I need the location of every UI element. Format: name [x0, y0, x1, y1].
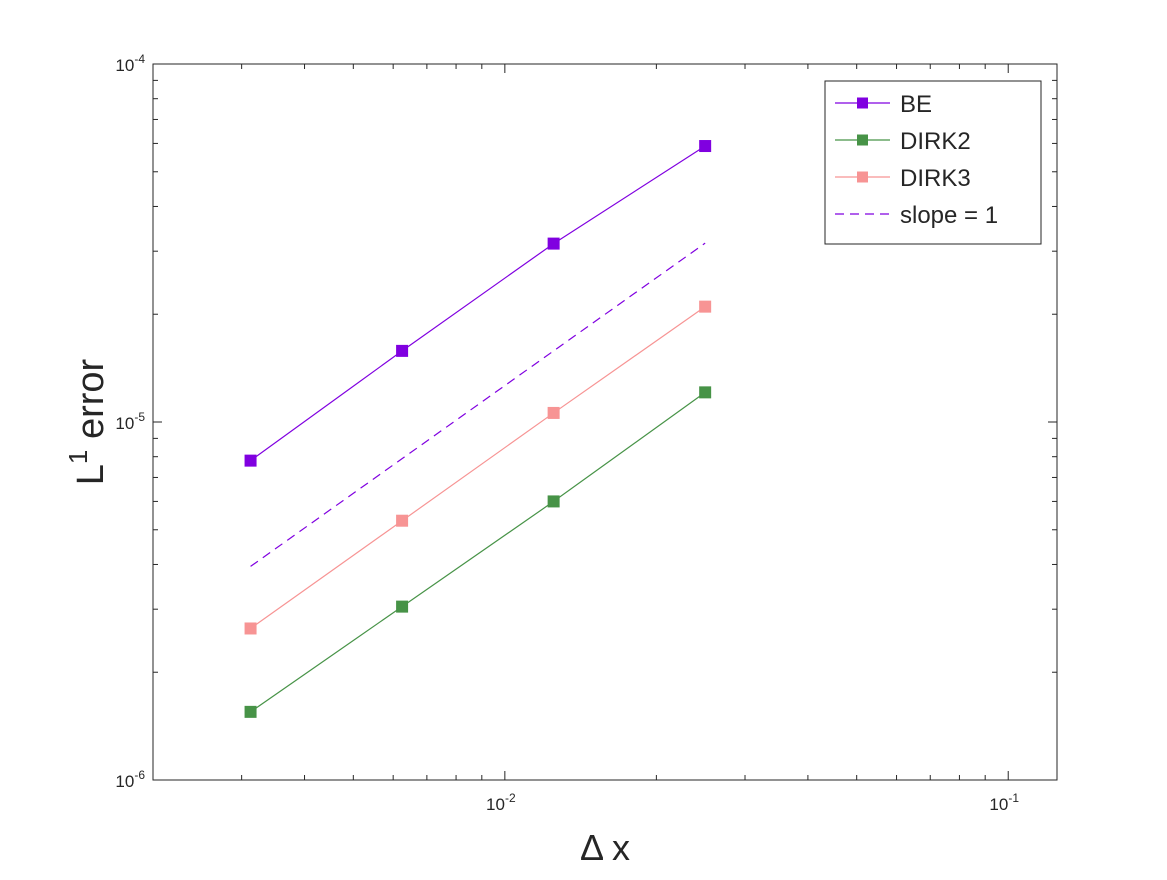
y-tick-label: 10-4 [115, 52, 145, 75]
data-point-be [699, 140, 712, 153]
data-point-dirk3 [244, 622, 257, 635]
data-point-dirk2 [699, 386, 712, 399]
legend-marker [857, 134, 868, 146]
data-point-dirk2 [396, 600, 409, 613]
series-layer [244, 140, 712, 718]
series-line-dirk2 [250, 391, 706, 713]
legend-entry-label: DIRK2 [900, 128, 971, 155]
data-point-dirk3 [547, 406, 560, 419]
x-tick-label: 10-1 [989, 791, 1019, 814]
series-line-slope-1 [250, 242, 706, 567]
y-tick-label: 10-5 [115, 410, 145, 433]
y-tick-label: 10-6 [115, 768, 145, 791]
legend-entry-label: BE [900, 91, 932, 118]
data-point-dirk2 [244, 705, 257, 718]
legend-entry-label: slope = 1 [900, 202, 998, 229]
data-point-be [547, 237, 560, 250]
data-point-be [244, 454, 257, 467]
data-point-dirk3 [699, 300, 712, 313]
legend-marker [857, 171, 868, 183]
data-point-dirk2 [547, 495, 560, 508]
series-line-be [250, 145, 706, 462]
data-point-dirk3 [396, 514, 409, 527]
x-tick-label: 10-2 [486, 791, 516, 814]
series-line-dirk3 [250, 306, 706, 629]
legend: BE DIRK2 DIRK3 slope = 1 [824, 80, 1042, 245]
legend-marker [857, 97, 868, 109]
axes-layer: 10-2 10-1 10-6 10-5 10-4 Δ x L1 error [63, 52, 1058, 868]
y-axis-label: L1 error [63, 358, 112, 485]
legend-entry-label: DIRK3 [900, 165, 971, 192]
x-axis-label: Δ x [580, 827, 630, 868]
data-point-be [396, 344, 409, 357]
